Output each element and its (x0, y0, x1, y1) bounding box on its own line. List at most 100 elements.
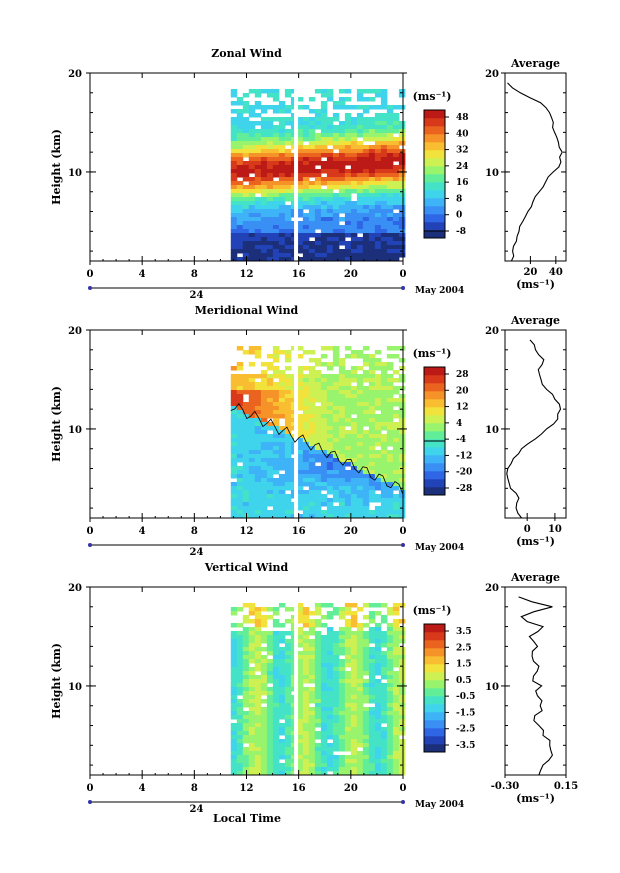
heatmap-cell (284, 398, 292, 403)
heatmap-cell (380, 418, 388, 423)
heatmap-cell (350, 727, 358, 732)
heatmap-cell (314, 667, 322, 672)
heatmap-cell (266, 703, 274, 708)
y-tick-label: 20 (68, 583, 82, 594)
heatmap-cell (260, 382, 268, 387)
heatmap-cell (302, 245, 310, 250)
heatmap-cell (302, 410, 310, 415)
heatmap-cell (380, 615, 388, 620)
heatmap-cell (236, 723, 244, 728)
heatmap-cell (296, 747, 304, 752)
heatmap-cell (392, 414, 400, 419)
heatmap-cell (308, 233, 316, 238)
heatmap-cell (326, 197, 334, 202)
heatmap-cell (398, 727, 406, 732)
heatmap-cell (392, 755, 400, 760)
heatmap-cell (236, 229, 244, 234)
heatmap-cell (332, 394, 340, 399)
heatmap-cell (284, 430, 292, 435)
heatmap-cell (284, 414, 292, 419)
heatmap-cell (266, 442, 274, 447)
heatmap-cell (296, 615, 304, 620)
heatmap-cell (242, 390, 250, 395)
heatmap-cell (380, 149, 388, 154)
y-tick-label: 10 (68, 425, 82, 436)
heatmap-cell (362, 474, 370, 479)
heatmap-cell (374, 237, 382, 242)
heatmap-cell (344, 442, 352, 447)
heatmap-cell (260, 667, 268, 672)
heatmap-cell (374, 422, 382, 427)
heatmap-cell (272, 229, 280, 234)
heatmap-cell (362, 715, 370, 720)
heatmap-cell (314, 225, 322, 230)
heatmap-cell (266, 667, 274, 672)
heatmap-cell (314, 197, 322, 202)
heatmap-cell (278, 374, 286, 379)
heatmap-cell (248, 169, 256, 174)
heatmap-cell (284, 418, 292, 423)
heatmap-cell (278, 141, 286, 146)
colorbar-swatch (424, 632, 445, 641)
heatmap-cell (320, 93, 328, 98)
heatmap-cell (230, 374, 238, 379)
heatmap-cell (326, 655, 334, 660)
heatmap-cell (284, 466, 292, 471)
heatmap-cell (398, 173, 406, 178)
heatmap-cell (236, 699, 244, 704)
heatmap-cell (302, 506, 310, 511)
heatmap-cell (260, 498, 268, 503)
heatmap-cell (392, 181, 400, 186)
date-axis-end (88, 800, 92, 804)
heatmap-cell (356, 213, 364, 218)
heatmap-cell (230, 703, 238, 708)
heatmap-cell (260, 390, 268, 395)
heatmap-cell (362, 498, 370, 503)
heatmap-cell (374, 414, 382, 419)
heatmap-cell (374, 651, 382, 656)
heatmap-cell (236, 655, 244, 660)
heatmap-cell (392, 731, 400, 736)
heatmap-cell (320, 663, 328, 668)
heatmap-cell (356, 418, 364, 423)
heatmap-cell (380, 249, 388, 254)
heatmap-cell (320, 402, 328, 407)
heatmap-cell (326, 422, 334, 427)
heatmap-cell (332, 719, 340, 724)
heatmap-cell (350, 667, 358, 672)
heatmap-cell (236, 707, 244, 712)
heatmap-cell (362, 406, 370, 411)
heatmap-cell (314, 466, 322, 471)
heatmap-cell (326, 639, 334, 644)
heatmap-cell (374, 739, 382, 744)
heatmap-cell (308, 438, 316, 443)
heatmap-cell (236, 446, 244, 451)
x-tick-label: 0 (87, 526, 94, 537)
heatmap-cell (398, 747, 406, 752)
heatmap-cell (296, 209, 304, 214)
heatmap-cell (332, 221, 340, 226)
heatmap-cell (368, 691, 376, 696)
heatmap-cell (344, 125, 352, 130)
heatmap-cell (356, 659, 364, 664)
heatmap-cell (386, 414, 394, 419)
heatmap-cell (320, 129, 328, 134)
heatmap-cell (236, 145, 244, 150)
heatmap-cell (344, 502, 352, 507)
heatmap-cell (344, 430, 352, 435)
colorbar-label: 0 (456, 211, 462, 221)
colorbar-unit: (ms⁻¹) (413, 604, 452, 617)
heatmap-cell (248, 129, 256, 134)
heatmap-cell (254, 177, 262, 182)
heatmap-cell (362, 434, 370, 439)
heatmap-cell (320, 474, 328, 479)
heatmap-cell (272, 193, 280, 198)
heatmap-cell (278, 490, 286, 495)
heatmap-cell (308, 723, 316, 728)
heatmap-cell (266, 486, 274, 491)
heatmap-cell (302, 707, 310, 712)
heatmap-cell (260, 165, 268, 170)
heatmap-cell (344, 763, 352, 768)
heatmap-cell (248, 113, 256, 118)
heatmap-cell (332, 213, 340, 218)
